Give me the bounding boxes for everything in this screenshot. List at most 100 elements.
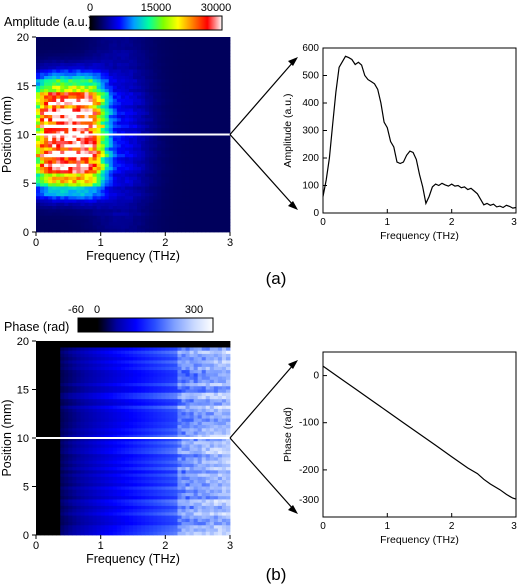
phase-heatmap-cell: [80, 408, 85, 413]
phase-heatmap-cell: [169, 402, 174, 407]
amplitude-heatmap-cell: [116, 111, 122, 116]
phase-heatmap-cell: [84, 457, 89, 462]
amplitude-heatmap-cell: [141, 150, 146, 155]
phase-heatmap-cell: [145, 383, 150, 387]
phase-heatmap-cell: [213, 383, 219, 387]
phase-heatmap-cell: [185, 363, 190, 368]
amplitude-heatmap-cell: [189, 105, 195, 109]
amplitude-heatmap-y-tick-2: 10: [17, 130, 29, 142]
phase-heatmap-cell: [165, 463, 170, 468]
amplitude-heatmap-cell: [133, 50, 138, 54]
phase-heatmap-cell: [72, 395, 77, 400]
phase-heatmap-cell: [149, 415, 154, 419]
amplitude-heatmap-cell: [153, 115, 158, 119]
amplitude-heatmap-cell: [185, 209, 190, 213]
phase-heatmap-cell: [173, 366, 178, 371]
amplitude-heatmap-cell: [80, 222, 85, 226]
amplitude-heatmap-cell: [72, 95, 77, 100]
phase-heatmap-cell: [56, 353, 61, 358]
amplitude-heatmap-cell: [165, 131, 170, 135]
amplitude-heatmap-cell: [76, 163, 81, 168]
amplitude-heatmap-cell: [161, 173, 166, 178]
amplitude-heatmap-cell: [40, 196, 45, 200]
phase-heatmap-cell: [213, 370, 219, 374]
amplitude-heatmap-cell: [36, 69, 41, 74]
amplitude-heatmap-cell: [88, 128, 93, 132]
phase-heatmap-cell: [153, 341, 158, 345]
amplitude-heatmap-cell: [165, 89, 170, 93]
amplitude-heatmap-cell: [116, 98, 122, 103]
phase-heatmap-cell: [145, 450, 150, 455]
amplitude-heatmap-cell: [40, 95, 45, 100]
amplitude-heatmap-cell: [72, 105, 77, 109]
amplitude-heatmap-cell: [128, 121, 134, 126]
amplitude-heatmap-cell: [173, 108, 178, 113]
phase-heatmap-cell: [217, 470, 223, 474]
phase-heatmap-cell: [44, 415, 49, 419]
amplitude-heatmap-cell: [221, 189, 227, 194]
amplitude-heatmap-cell: [165, 121, 170, 126]
amplitude-heatmap-cell: [181, 40, 186, 44]
amplitude-heatmap-cell: [141, 63, 146, 67]
amplitude-heatmap-cell: [213, 115, 219, 119]
phase-heatmap-cell: [221, 353, 227, 358]
amplitude-heatmap-cell: [76, 189, 81, 194]
amplitude-heatmap-cell: [169, 118, 174, 122]
phase-heatmap-cell: [100, 463, 106, 468]
amplitude-heatmap-cell: [120, 167, 126, 171]
amplitude-heatmap-cell: [197, 105, 203, 109]
amplitude-heatmap-cell: [149, 89, 154, 93]
phase-heatmap-cell: [141, 376, 146, 381]
amplitude-heatmap-cell: [128, 56, 134, 61]
phase-heatmap-cell: [36, 366, 41, 371]
phase-heatmap-cell: [84, 434, 89, 439]
phase-heatmap-cell: [96, 457, 102, 462]
phase-heatmap-cell: [217, 428, 223, 432]
amplitude-heatmap-cell: [104, 105, 110, 109]
amplitude-heatmap-cell: [68, 56, 73, 61]
phase-heatmap-cell: [145, 347, 150, 352]
phase-heatmap-cell: [116, 450, 122, 455]
amplitude-heatmap-cell: [173, 206, 178, 210]
amplitude-heatmap-cell: [104, 85, 110, 90]
phase-heatmap-cell: [177, 412, 182, 416]
phase-heatmap-cell: [133, 350, 138, 355]
phase-heatmap-cell: [96, 476, 102, 481]
amplitude-heatmap-cell: [92, 206, 98, 210]
phase-heatmap-cell: [177, 431, 182, 436]
amplitude-heatmap-cell: [221, 46, 227, 51]
phase-heatmap-cell: [213, 373, 219, 377]
phase-heatmap-cell: [120, 431, 126, 436]
phase-heatmap-cell: [149, 353, 154, 358]
amplitude-heatmap-cell: [145, 53, 150, 57]
amplitude-heatmap-cell: [157, 95, 162, 100]
phase-heatmap-cell: [141, 405, 146, 410]
phase-heatmap-cell: [56, 379, 61, 384]
phase-heatmap-cell: [64, 399, 69, 403]
amplitude-heatmap-cell: [80, 147, 85, 152]
phase-heatmap-cell: [116, 421, 122, 426]
phase-heatmap-cell: [84, 418, 89, 423]
amplitude-heatmap-cell: [189, 124, 195, 129]
amplitude-heatmap-cell: [52, 115, 57, 119]
phase-heatmap-cell: [104, 412, 110, 416]
phase-heatmap-cell: [44, 392, 49, 397]
phase-heatmap-cell: [193, 399, 199, 403]
phase-heatmap-cell: [201, 360, 207, 365]
amplitude-heatmap-cell: [92, 79, 98, 83]
amplitude-heatmap-cell: [40, 134, 45, 139]
amplitude-heatmap-cell: [141, 144, 146, 148]
amplitude-heatmap-cell: [173, 72, 178, 77]
phase-heatmap-cell: [157, 379, 162, 384]
amplitude-heatmap-cell: [153, 111, 158, 116]
amplitude-heatmap-cell: [157, 111, 162, 116]
phase-heatmap-cell: [185, 415, 190, 419]
phase-heatmap-cell: [161, 408, 166, 413]
phase-heatmap-cell: [76, 379, 81, 384]
amplitude-heatmap-cell: [193, 167, 199, 171]
amplitude-heatmap-cell: [197, 206, 203, 210]
amplitude-heatmap-cell: [116, 144, 122, 148]
phase-heatmap-cell: [44, 383, 49, 387]
amplitude-heatmap-cell: [173, 176, 178, 181]
phase-heatmap-cell: [185, 460, 190, 465]
